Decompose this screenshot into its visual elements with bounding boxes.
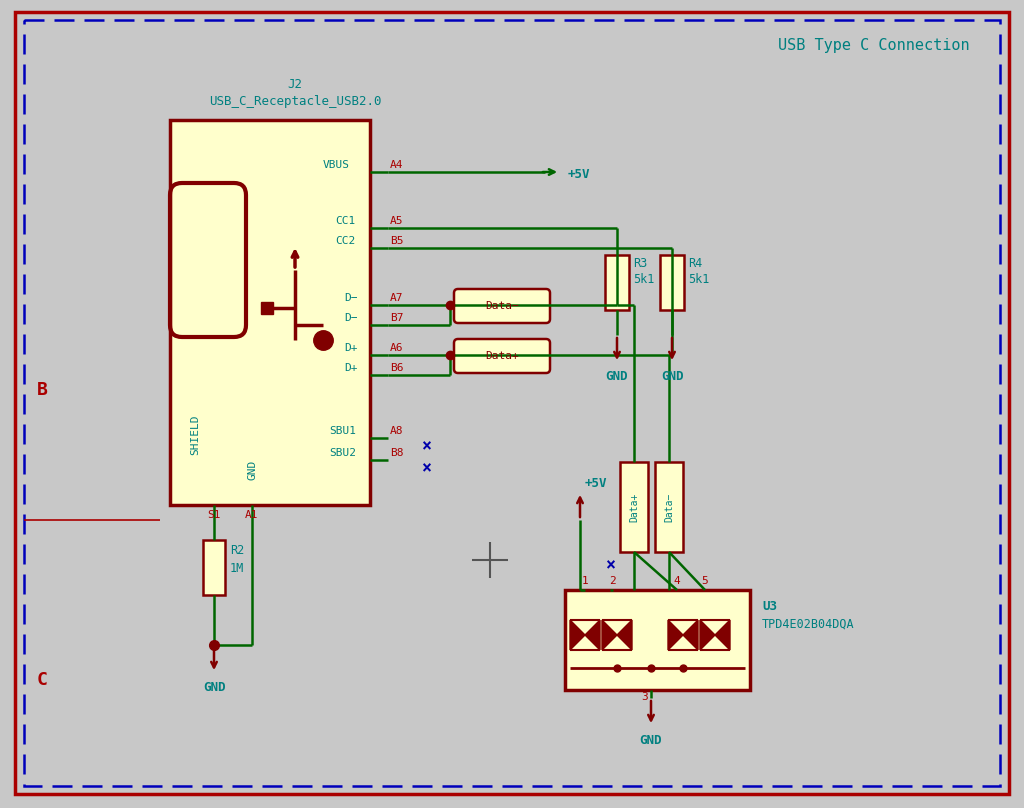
FancyBboxPatch shape (454, 339, 550, 373)
Text: J2: J2 (288, 78, 302, 91)
Text: +5V: +5V (585, 477, 607, 490)
Text: B: B (37, 381, 47, 399)
Bar (655, 462, 683, 552)
Polygon shape (715, 620, 730, 650)
Text: D+: D+ (344, 363, 358, 373)
Text: A4: A4 (390, 160, 403, 170)
FancyBboxPatch shape (454, 289, 550, 323)
Text: SHIELD: SHIELD (190, 415, 200, 455)
Polygon shape (683, 620, 698, 650)
Text: 3: 3 (642, 692, 648, 702)
Text: R4: R4 (688, 257, 702, 270)
Polygon shape (602, 620, 617, 650)
Text: Data−: Data− (485, 301, 519, 311)
Text: D+: D+ (344, 343, 358, 353)
Text: GND: GND (203, 681, 225, 694)
Text: VBUS: VBUS (323, 160, 350, 170)
Text: +5V: +5V (568, 167, 591, 180)
Text: GND: GND (606, 370, 629, 383)
Text: GND: GND (247, 460, 257, 480)
Text: S1: S1 (207, 510, 221, 520)
Text: A8: A8 (390, 426, 403, 436)
Text: B6: B6 (390, 363, 403, 373)
Text: ×: × (605, 556, 615, 574)
Text: A7: A7 (390, 293, 403, 303)
Text: 1M: 1M (230, 562, 245, 575)
Polygon shape (570, 620, 585, 650)
Text: A1: A1 (246, 510, 259, 520)
Text: SBU1: SBU1 (329, 426, 356, 436)
Polygon shape (617, 620, 632, 650)
Polygon shape (668, 620, 683, 650)
Text: Data+: Data+ (629, 492, 639, 522)
Text: 5k1: 5k1 (688, 273, 710, 286)
Bar (170, 120, 370, 505)
Text: CC1: CC1 (335, 216, 355, 226)
Text: 4: 4 (674, 576, 680, 586)
Text: A6: A6 (390, 343, 403, 353)
Text: SBU2: SBU2 (329, 448, 356, 458)
Text: USB Type C Connection: USB Type C Connection (778, 38, 970, 53)
Bar (565, 590, 750, 690)
Text: 1: 1 (582, 576, 589, 586)
Bar (203, 540, 225, 595)
Text: 2: 2 (609, 576, 616, 586)
Text: Data+: Data+ (485, 351, 519, 361)
Text: Data−: Data− (664, 492, 674, 522)
Text: ×: × (421, 459, 431, 477)
Bar (605, 255, 629, 310)
Text: D−: D− (344, 293, 358, 303)
Text: B7: B7 (390, 313, 403, 323)
Text: C: C (37, 671, 47, 689)
Text: USB_C_Receptacle_USB2.0: USB_C_Receptacle_USB2.0 (209, 95, 381, 108)
Text: TPD4E02B04DQA: TPD4E02B04DQA (762, 618, 855, 631)
Text: CC2: CC2 (335, 236, 355, 246)
Text: U3: U3 (762, 600, 777, 613)
Text: GND: GND (640, 734, 663, 747)
Text: 5k1: 5k1 (633, 273, 654, 286)
Polygon shape (585, 620, 600, 650)
Text: 5: 5 (701, 576, 709, 586)
Bar (660, 255, 684, 310)
Text: ×: × (421, 437, 431, 455)
Text: B8: B8 (390, 448, 403, 458)
Text: D−: D− (344, 313, 358, 323)
Text: R2: R2 (230, 544, 245, 557)
Text: GND: GND (660, 370, 683, 383)
Bar (620, 462, 648, 552)
Polygon shape (700, 620, 715, 650)
Text: A5: A5 (390, 216, 403, 226)
Text: R3: R3 (633, 257, 647, 270)
Text: B5: B5 (390, 236, 403, 246)
